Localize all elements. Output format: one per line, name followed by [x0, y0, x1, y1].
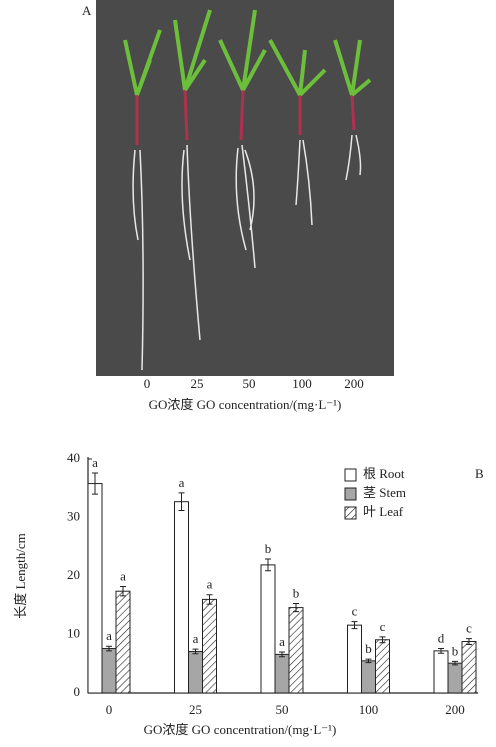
error-bar	[365, 658, 372, 664]
bar	[274, 653, 290, 694]
x-axis-title: GO浓度 GO concentration/(mg·L⁻¹)	[144, 722, 337, 737]
error-bar	[206, 594, 213, 605]
significance-label: a	[279, 634, 285, 649]
bar	[433, 650, 449, 694]
y-tick-label: 10	[67, 625, 80, 640]
error-bar	[265, 558, 271, 572]
bar	[461, 641, 477, 694]
panel-label: A	[82, 3, 92, 18]
significance-label: c	[380, 619, 386, 634]
legend-label: 叶 Leaf	[363, 504, 404, 519]
x-tick-label: 100	[359, 702, 379, 717]
bar	[361, 660, 376, 694]
bar	[87, 483, 103, 694]
significance-label: b	[265, 541, 272, 556]
y-tick-label: 40	[67, 450, 80, 465]
error-bar	[106, 645, 112, 652]
photo-tick: 50	[243, 376, 256, 391]
significance-label: b	[293, 585, 300, 600]
legend-swatch	[344, 468, 357, 482]
x-tick-label: 0	[106, 702, 113, 717]
significance-label: a	[92, 455, 98, 470]
error-bar	[178, 492, 185, 511]
error-bar	[293, 602, 299, 613]
error-bar	[92, 472, 98, 495]
error-bar	[438, 648, 444, 654]
error-bar	[279, 651, 285, 658]
error-bar	[192, 648, 199, 655]
legend-label: 根 Root	[363, 466, 405, 481]
significance-label: a	[120, 569, 126, 584]
x-tick-label: 25	[189, 702, 202, 717]
legend-swatch	[344, 487, 357, 501]
significance-label: c	[352, 604, 358, 619]
bar	[347, 624, 362, 694]
y-tick-label: 30	[67, 508, 80, 523]
significance-label: a	[207, 577, 213, 592]
error-bar	[120, 586, 126, 597]
error-bar	[379, 636, 386, 644]
x-tick-label: 50	[276, 702, 289, 717]
y-axis-title: 长度 Length/cm	[13, 533, 28, 619]
significance-label: b	[452, 643, 459, 658]
significance-label: a	[179, 475, 185, 490]
photo-tick: 100	[292, 376, 312, 391]
significance-label: d	[438, 631, 445, 646]
x-tick-label: 200	[445, 702, 465, 717]
bar	[174, 501, 189, 694]
bar	[202, 598, 217, 694]
photo	[96, 0, 394, 376]
legend-label: 茎 Stem	[363, 485, 406, 500]
bar	[260, 564, 276, 694]
photo-tick: 200	[344, 376, 364, 391]
bar	[101, 648, 117, 694]
bar	[288, 607, 304, 694]
photo-tick: 25	[191, 376, 204, 391]
bar	[375, 639, 390, 694]
bar	[447, 662, 463, 694]
y-tick-label: 0	[74, 684, 81, 699]
error-bar	[452, 660, 458, 666]
error-bar	[351, 621, 358, 630]
significance-label: a	[106, 628, 112, 643]
panel-label: B	[475, 466, 484, 481]
significance-label: c	[466, 621, 472, 636]
y-tick-label: 20	[67, 567, 80, 582]
significance-label: b	[365, 641, 372, 656]
photo-tick: 0	[144, 376, 151, 391]
bar	[115, 590, 131, 694]
error-bar	[466, 638, 472, 645]
significance-label: a	[193, 631, 199, 646]
photo-x-label: GO浓度 GO concentration/(mg·L⁻¹)	[149, 397, 342, 412]
legend-swatch	[344, 506, 357, 520]
bar	[188, 650, 203, 694]
